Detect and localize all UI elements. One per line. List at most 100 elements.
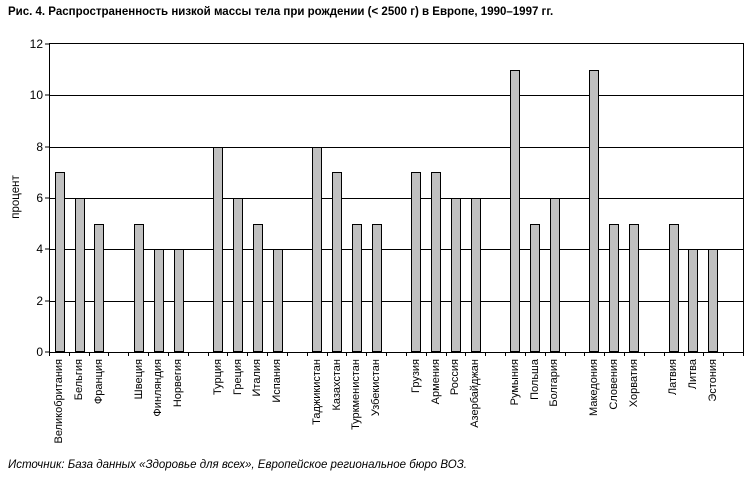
bar <box>589 69 600 352</box>
x-axis-tick <box>645 353 665 356</box>
bar-slot: Хорватия <box>624 44 644 407</box>
x-axis-label: Финляндия <box>152 359 165 417</box>
bar <box>510 69 521 352</box>
x-axis-tick <box>268 353 288 356</box>
bar <box>74 198 85 352</box>
bar <box>94 223 105 352</box>
bar-slot: Великобритания <box>50 44 70 443</box>
bar-slot: Румыния <box>505 44 525 405</box>
bar-slot: Норвегия <box>169 44 189 407</box>
x-axis-label: Франция <box>92 359 105 405</box>
y-axis-tick <box>45 248 50 250</box>
bar <box>312 146 323 352</box>
bar <box>609 223 620 352</box>
bar <box>371 223 382 352</box>
bar <box>411 172 422 352</box>
chart-title: Рис. 4. Распространенность низкой массы … <box>8 6 554 18</box>
bar-slot: Болгария <box>545 44 565 407</box>
bar <box>233 198 244 352</box>
y-axis-tick <box>45 197 50 199</box>
y-tick-label: 8 <box>36 139 43 154</box>
x-axis-label: Словения <box>607 359 620 410</box>
bar-slot: Литва <box>684 44 704 389</box>
bar-slot: Турция <box>208 44 228 395</box>
bar-slot: Россия <box>446 44 466 395</box>
x-axis-tick <box>685 353 705 356</box>
bar <box>351 223 362 352</box>
x-axis-tick <box>367 353 388 356</box>
y-tick-label: 2 <box>36 293 43 308</box>
x-axis-label: Бельгия <box>73 359 86 401</box>
bar <box>213 146 224 352</box>
x-axis-tick <box>447 353 467 356</box>
x-axis-tick <box>566 353 586 356</box>
x-axis-label: Литва <box>686 359 699 390</box>
bar-slot: Грузия <box>406 44 426 393</box>
x-axis-tick <box>387 353 407 356</box>
x-axis-tick <box>90 353 110 356</box>
x-axis-label: Турция <box>211 359 224 395</box>
x-axis-label: Латвия <box>667 359 680 396</box>
x-axis-tick <box>665 353 685 356</box>
bar-slot: Македония <box>585 44 605 416</box>
x-axis-label: Туркменистан <box>350 359 363 430</box>
bar-slot: Азербайджан <box>466 44 486 428</box>
x-axis-tick <box>605 353 626 356</box>
x-axis-label: Швеция <box>132 359 145 400</box>
x-axis-tick <box>50 353 70 356</box>
y-axis-tick <box>45 351 50 353</box>
bar-slot-gap <box>723 44 743 352</box>
x-axis-label: Грузия <box>409 359 422 393</box>
y-axis-title: процент <box>10 175 22 219</box>
y-tick-label: 4 <box>36 242 43 257</box>
x-axis-label: Азербайджан <box>469 359 482 428</box>
x-axis-tick <box>585 353 606 356</box>
x-axis-tick <box>169 353 189 356</box>
bar-slot: Таджикистан <box>307 44 327 425</box>
bar-slot: Финляндия <box>149 44 169 417</box>
x-axis-label: Болгария <box>548 359 561 407</box>
x-axis-tick <box>149 353 169 356</box>
y-tick-label: 12 <box>29 37 43 51</box>
y-axis-tick <box>45 43 50 45</box>
x-axis-label: Россия <box>449 359 462 396</box>
bar <box>173 249 184 352</box>
bar-slot-gap <box>644 44 664 352</box>
x-axis-tick <box>109 353 130 356</box>
bar-slot: Словения <box>604 44 624 410</box>
x-axis-tick <box>228 353 249 356</box>
bar <box>252 223 263 352</box>
x-axis-label: Польша <box>528 359 541 400</box>
bar <box>688 249 699 352</box>
gridline <box>50 198 743 199</box>
x-axis-tick <box>129 353 150 356</box>
x-axis-tick <box>546 353 566 356</box>
bar <box>332 172 343 352</box>
x-axis-tick <box>288 353 308 356</box>
gridline <box>50 249 743 251</box>
bar <box>668 223 679 352</box>
bar-slot: Эстония <box>703 44 723 402</box>
bars-layer: Великобритания Бельгия Франция Швеция Финлян… <box>50 44 743 443</box>
gridline <box>50 95 743 97</box>
x-axis-label: Армения <box>429 359 442 405</box>
bar <box>708 249 719 352</box>
bar <box>530 223 541 352</box>
bar-slot: Бельгия <box>70 44 90 400</box>
gridline <box>50 300 743 302</box>
bar <box>470 198 481 352</box>
bar <box>549 198 560 352</box>
x-axis-label: Узбекистан <box>370 359 383 417</box>
bar <box>431 172 442 352</box>
x-axis-tick <box>704 353 725 356</box>
x-axis-tick <box>248 353 269 356</box>
x-axis-label: Великобритания <box>53 359 66 444</box>
bar <box>272 249 283 352</box>
y-axis-tick <box>45 300 50 302</box>
bar-slot: Казахстан <box>327 44 347 411</box>
bar-slot-gap <box>288 44 308 352</box>
bar-slot: Италия <box>248 44 268 396</box>
y-tick-label: 0 <box>36 345 43 359</box>
gridline <box>50 146 743 148</box>
y-tick-label: 6 <box>36 191 43 205</box>
